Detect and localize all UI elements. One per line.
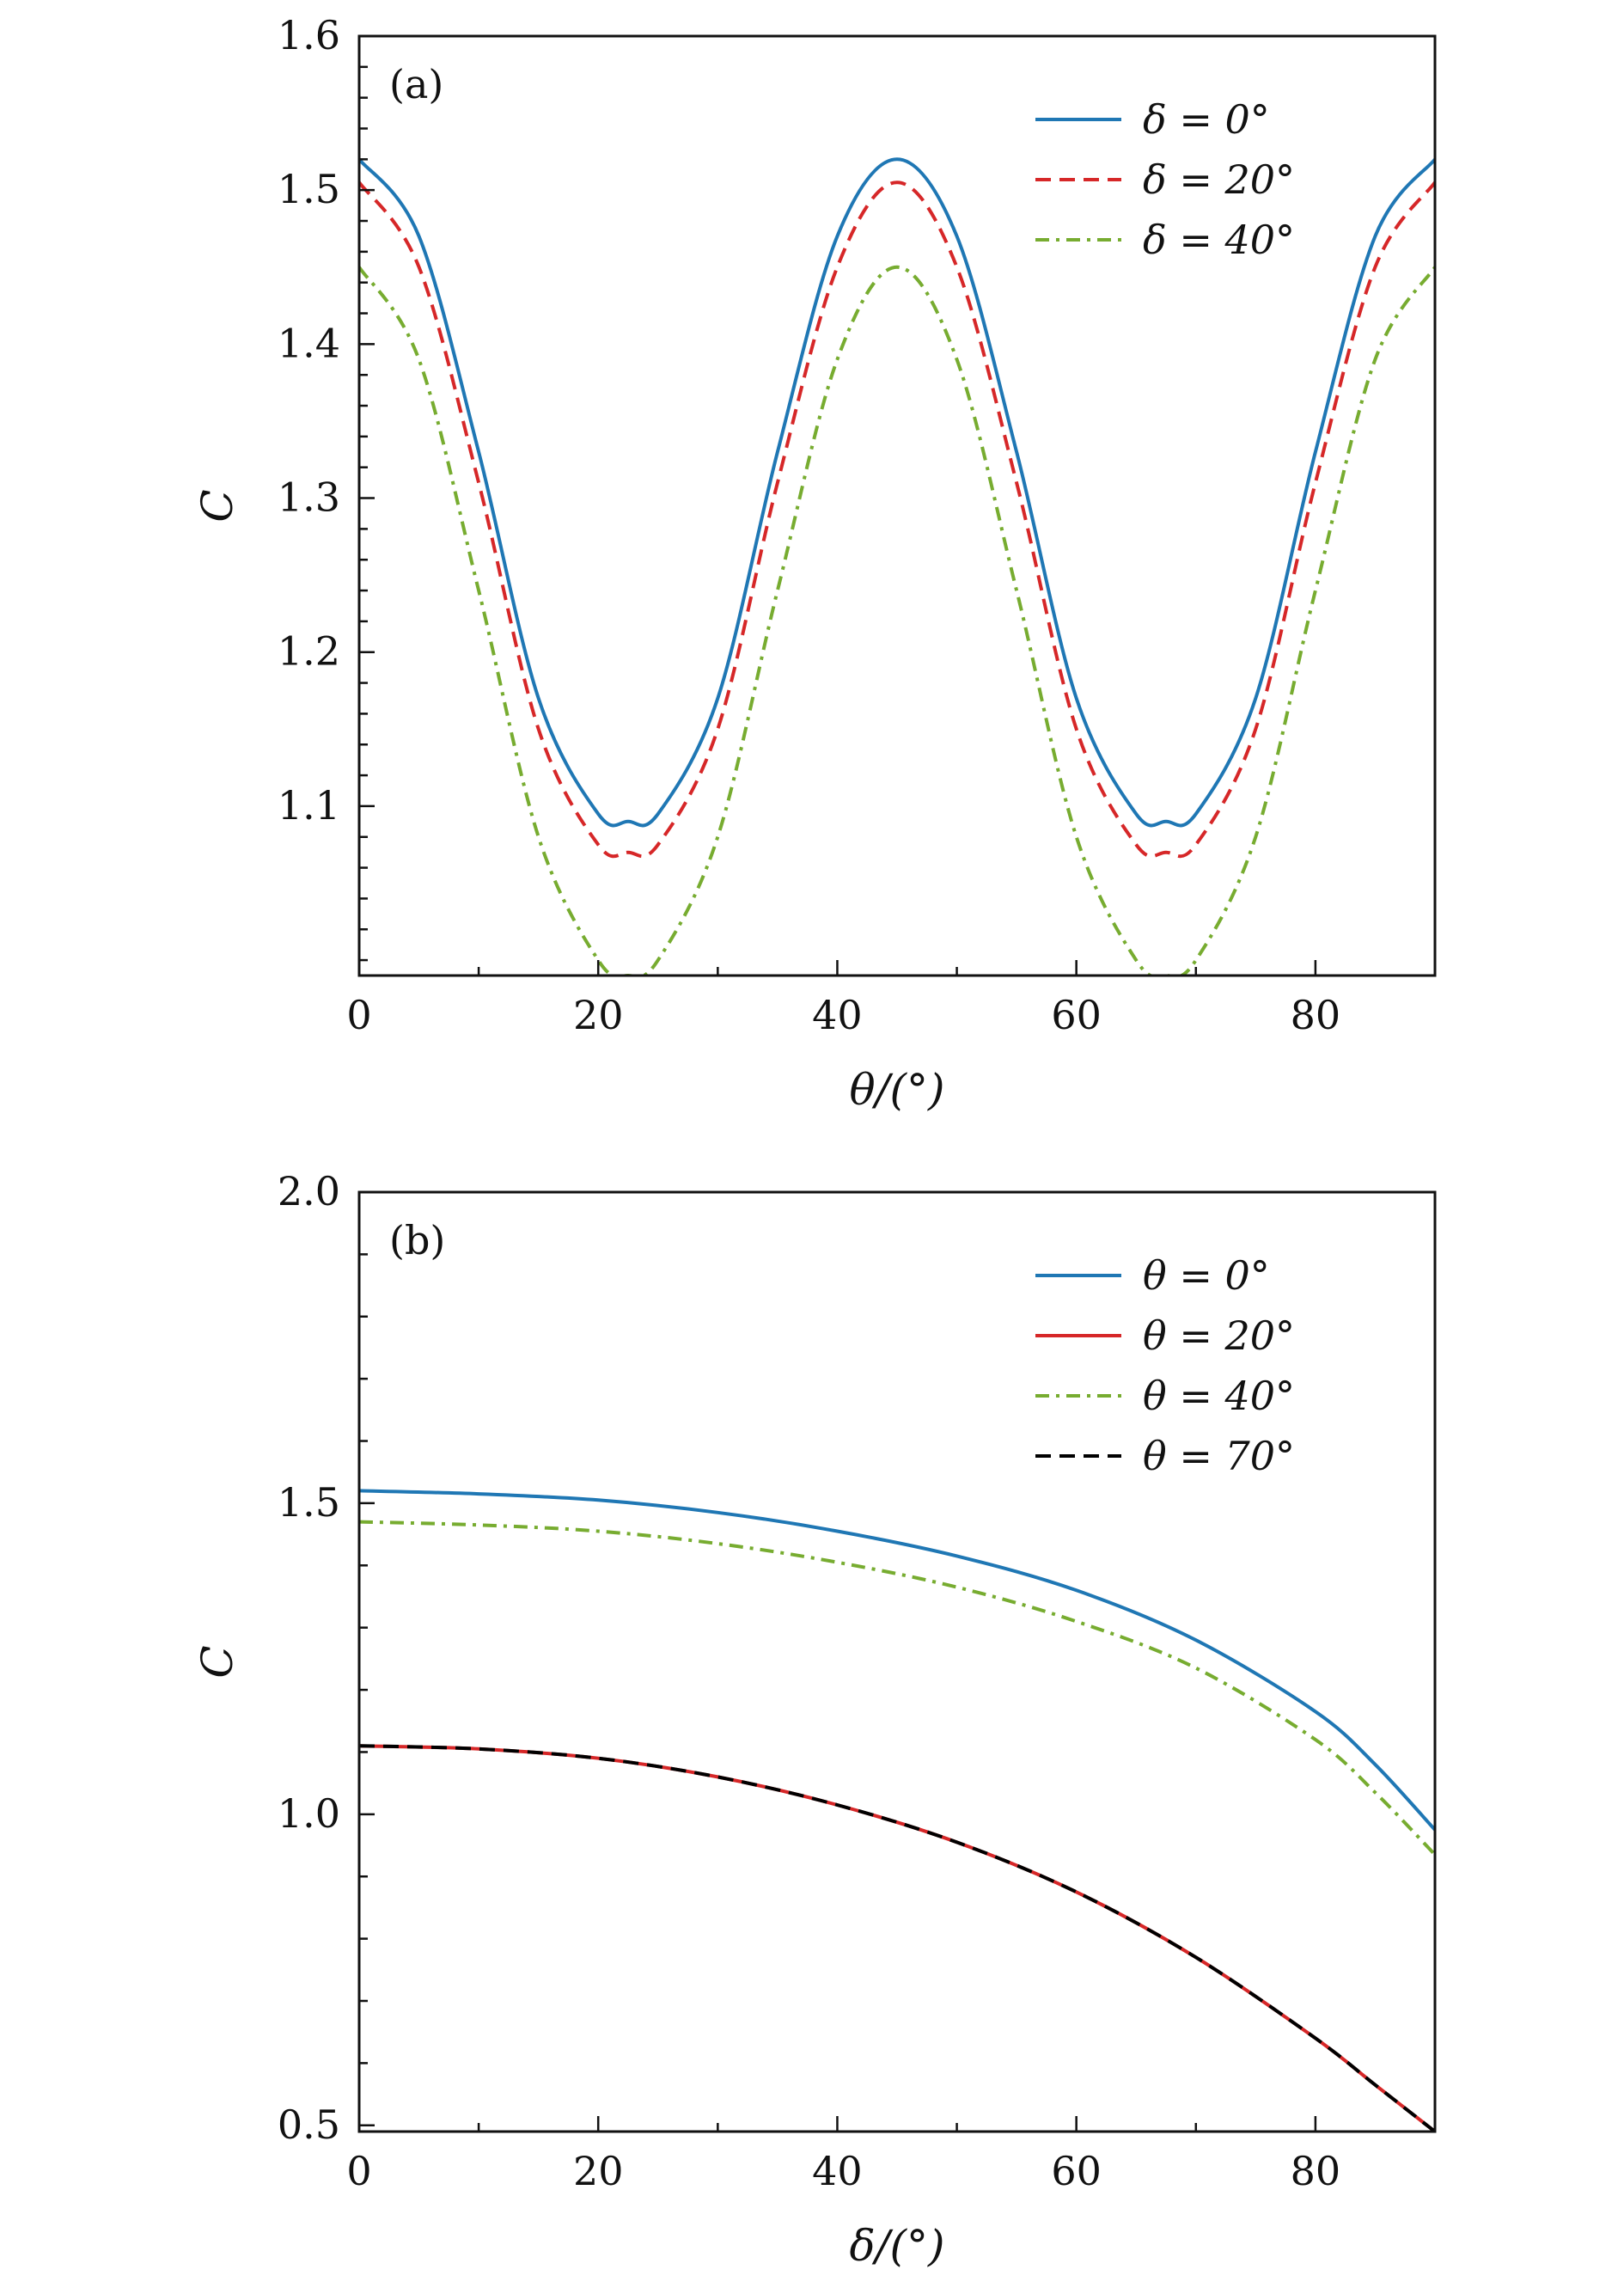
y-tick-label: 0.5 — [278, 2101, 340, 2148]
panel-b-chart: 0 20 40 60 800.51.01.52.0δ/(°)C(b)θ = 0°θ = … — [192, 1168, 1437, 2271]
y-tick-label: 1.0 — [278, 1790, 340, 1837]
y-tick-label: 1.6 — [278, 12, 340, 58]
plot-frame — [357, 1190, 1437, 2133]
y-axis-label: C — [192, 1645, 242, 1678]
series-line-4 — [359, 1744, 1435, 2132]
x-tick-label: 0 — [346, 992, 371, 1038]
y-tick-label: 1.1 — [278, 782, 340, 829]
panel-label: (a) — [389, 61, 443, 107]
legend: δ = 0° δ = 20° δ = 40° — [1035, 96, 1295, 263]
series-line-3 — [359, 1520, 1435, 1857]
series-group — [359, 157, 1435, 976]
panel-label: (b) — [389, 1217, 445, 1263]
x-axis-label: θ/(°) — [850, 1065, 945, 1115]
series-line-3 — [359, 265, 1435, 976]
legend-label: θ = 0° — [1143, 1252, 1270, 1299]
legend-label: θ = 70° — [1143, 1433, 1295, 1479]
y-axis-label: C — [192, 489, 242, 522]
x-tick-label: 80 — [1291, 992, 1341, 1038]
y-tick-label: 1.3 — [278, 474, 340, 521]
x-tick-label: 60 — [1051, 2148, 1102, 2194]
x-tick-label: 20 — [573, 2148, 624, 2194]
series-line-1 — [359, 157, 1435, 828]
x-tick-label: 20 — [573, 992, 624, 1038]
legend: θ = 0° θ = 20° θ = 40° θ = 70° — [1035, 1252, 1295, 1479]
x-tick-label: 40 — [812, 992, 863, 1038]
y-tick-label: 1.5 — [278, 1479, 340, 1526]
x-tick-label: 40 — [812, 2148, 863, 2194]
x-axis-label: δ/(°) — [850, 2221, 945, 2271]
x-tick-label: 60 — [1051, 992, 1102, 1038]
legend-label: δ = 20° — [1143, 156, 1295, 203]
series-group — [359, 1489, 1435, 2132]
series-line-2 — [359, 180, 1435, 859]
x-tick-label: 0 — [346, 2148, 371, 2194]
legend-label: δ = 0° — [1143, 96, 1270, 143]
x-tick-label: 80 — [1291, 2148, 1341, 2194]
legend-label: θ = 40° — [1143, 1373, 1295, 1419]
y-tick-label: 2.0 — [278, 1168, 340, 1214]
y-tick-label: 1.2 — [278, 628, 340, 675]
panel-a-chart: 0 20 40 60 80 1.1 1.2 1.3 1.4 1.5 1.6 θ/(°) C (a) δ = … — [192, 12, 1437, 1115]
plot-frame — [357, 34, 1437, 977]
y-tick-label: 1.5 — [278, 166, 340, 212]
y-tick-label: 1.4 — [278, 320, 340, 366]
legend-label: δ = 40° — [1143, 217, 1295, 263]
series-line-1 — [359, 1489, 1435, 1832]
legend-label: θ = 20° — [1143, 1312, 1295, 1359]
